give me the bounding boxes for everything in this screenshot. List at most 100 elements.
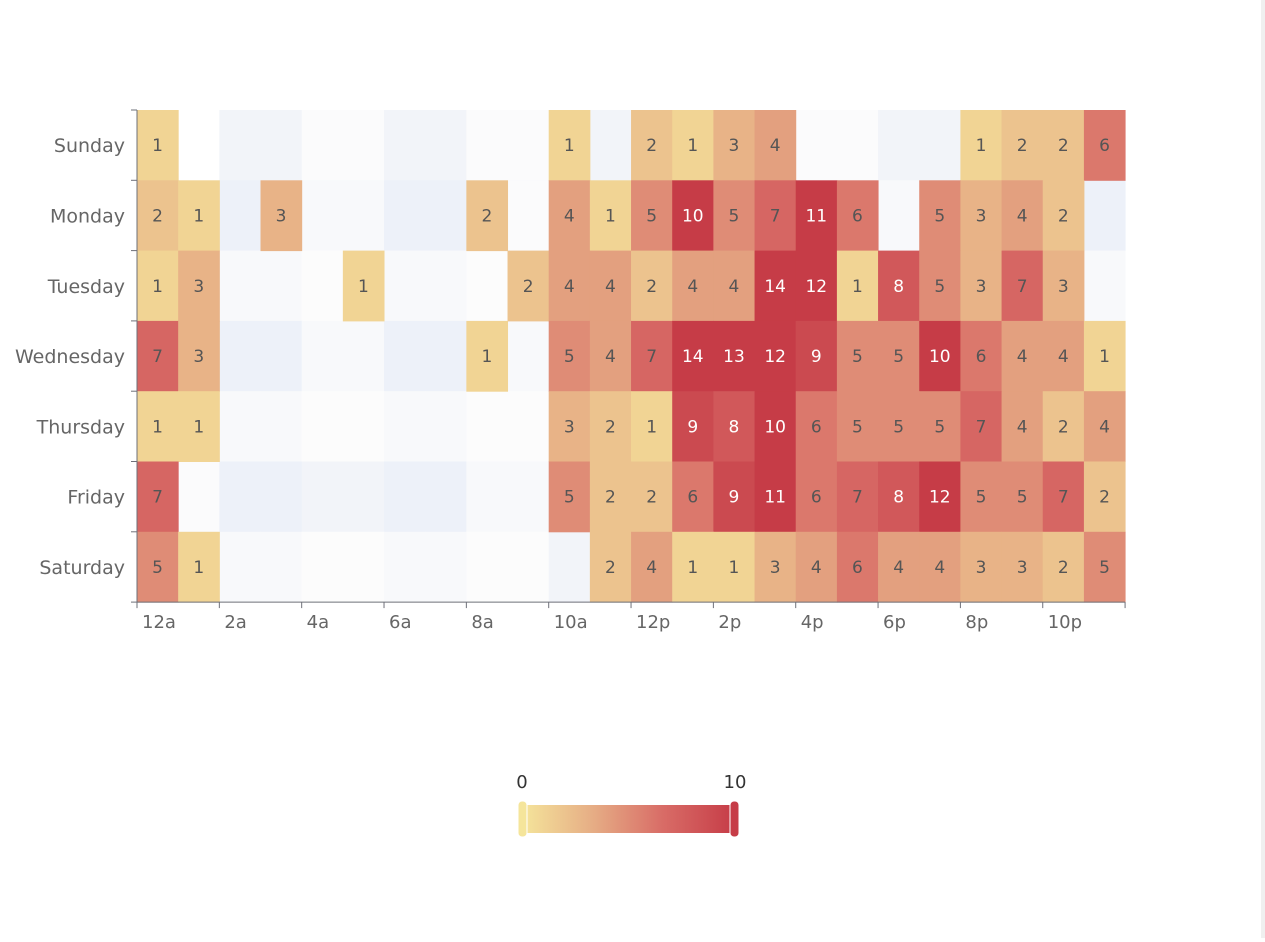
heatmap-cell[interactable]	[1042, 461, 1085, 533]
heatmap-cell[interactable]	[919, 391, 961, 462]
heatmap-cell[interactable]	[836, 391, 879, 462]
heatmap-cell[interactable]	[919, 320, 961, 392]
heatmap-cell[interactable]	[178, 531, 220, 603]
heatmap-cell[interactable]	[507, 250, 550, 322]
heatmap-cell[interactable]	[836, 250, 879, 322]
heatmap-cell[interactable]	[919, 250, 961, 322]
heatmap-cell[interactable]	[548, 461, 591, 533]
heatmap-cell[interactable]	[589, 320, 632, 392]
heatmap-cell[interactable]	[672, 531, 714, 603]
heatmap-cell[interactable]	[548, 250, 591, 322]
heatmap-cell[interactable]	[960, 391, 1003, 462]
heatmap-cell[interactable]	[960, 461, 1003, 533]
heatmap-cell[interactable]	[672, 320, 714, 392]
heatmap-cell[interactable]	[795, 250, 838, 322]
heatmap-cell[interactable]	[1001, 461, 1044, 533]
heatmap-cell[interactable]	[1042, 391, 1085, 462]
heatmap-cell[interactable]	[631, 250, 673, 322]
heatmap-cell[interactable]	[1001, 250, 1044, 322]
heatmap-cell[interactable]	[631, 180, 673, 252]
heatmap-cell[interactable]	[754, 110, 797, 181]
heatmap-cell[interactable]	[713, 110, 756, 181]
heatmap-cell[interactable]	[836, 180, 879, 252]
heatmap-cell[interactable]	[1083, 461, 1126, 533]
heatmap-cell[interactable]	[672, 250, 714, 322]
heatmap-cell[interactable]	[713, 250, 756, 322]
heatmap-cell[interactable]	[631, 391, 673, 462]
heatmap-cell[interactable]	[754, 391, 797, 462]
heatmap-cell[interactable]	[137, 180, 179, 252]
heatmap-cell[interactable]	[960, 531, 1003, 603]
heatmap-cell[interactable]	[672, 110, 714, 181]
heatmap-cell[interactable]	[137, 250, 179, 322]
heatmap-cell[interactable]	[548, 391, 591, 462]
heatmap-cell[interactable]	[137, 531, 179, 603]
heatmap-cell[interactable]	[672, 391, 714, 462]
heatmap-cell[interactable]	[795, 180, 838, 252]
heatmap-cell[interactable]	[960, 250, 1003, 322]
heatmap-cell[interactable]	[137, 320, 179, 392]
heatmap-cell[interactable]	[548, 320, 591, 392]
heatmap-cell[interactable]	[631, 110, 673, 181]
heatmap-cell[interactable]	[631, 320, 673, 392]
visual-map-max-handle[interactable]	[729, 800, 740, 838]
heatmap-cell[interactable]	[548, 110, 591, 181]
visual-map-min-handle[interactable]	[517, 800, 528, 838]
heatmap-cell[interactable]	[1083, 110, 1126, 181]
heatmap-cell[interactable]	[1001, 110, 1044, 181]
heatmap-cell[interactable]	[137, 461, 179, 533]
heatmap-cell[interactable]	[754, 531, 797, 603]
heatmap-cell[interactable]	[713, 461, 756, 533]
heatmap-cell[interactable]	[713, 180, 756, 252]
heatmap-cell[interactable]	[178, 391, 220, 462]
heatmap-cell[interactable]	[1083, 531, 1126, 603]
heatmap-cell[interactable]	[178, 180, 220, 252]
heatmap-cell[interactable]	[1042, 250, 1085, 322]
heatmap-cell[interactable]	[466, 320, 509, 392]
heatmap-cell[interactable]	[589, 180, 632, 252]
heatmap-cell[interactable]	[631, 531, 673, 603]
heatmap-cell[interactable]	[795, 320, 838, 392]
heatmap-cell[interactable]	[919, 531, 961, 603]
heatmap-cell[interactable]	[878, 320, 920, 392]
heatmap-cell[interactable]	[795, 531, 838, 603]
heatmap-cell[interactable]	[878, 250, 920, 322]
heatmap-cell[interactable]	[919, 461, 961, 533]
heatmap-cell[interactable]	[137, 110, 179, 181]
heatmap-cell[interactable]	[836, 320, 879, 392]
heatmap-cell[interactable]	[1001, 180, 1044, 252]
heatmap-cell[interactable]	[713, 320, 756, 392]
heatmap-cell[interactable]	[1083, 391, 1126, 462]
heatmap-cell[interactable]	[960, 110, 1003, 181]
heatmap-cell[interactable]	[1001, 320, 1044, 392]
heatmap-cell[interactable]	[1042, 320, 1085, 392]
heatmap-cell[interactable]	[342, 250, 385, 322]
heatmap-cell[interactable]	[754, 250, 797, 322]
heatmap-cell[interactable]	[960, 180, 1003, 252]
heatmap-cell[interactable]	[178, 250, 220, 322]
heatmap-cell[interactable]	[795, 461, 838, 533]
heatmap-cell[interactable]	[589, 461, 632, 533]
heatmap-cell[interactable]	[878, 391, 920, 462]
heatmap-cell[interactable]	[589, 250, 632, 322]
heatmap-cell[interactable]	[672, 461, 714, 533]
heatmap-cell[interactable]	[1001, 391, 1044, 462]
heatmap-cell[interactable]	[960, 320, 1003, 392]
heatmap-cell[interactable]	[1042, 180, 1085, 252]
heatmap-cell[interactable]	[754, 461, 797, 533]
heatmap-cell[interactable]	[1083, 320, 1126, 392]
heatmap-cell[interactable]	[1001, 531, 1044, 603]
heatmap-cell[interactable]	[178, 320, 220, 392]
heatmap-cell[interactable]	[137, 391, 179, 462]
heatmap-cell[interactable]	[836, 531, 879, 603]
heatmap-cell[interactable]	[836, 461, 879, 533]
heatmap-cell[interactable]	[754, 180, 797, 252]
heatmap-cell[interactable]	[713, 391, 756, 462]
heatmap-cell[interactable]	[672, 180, 714, 252]
page-scrollbar[interactable]	[1261, 0, 1265, 938]
heatmap-cell[interactable]	[631, 461, 673, 533]
heatmap-cell[interactable]	[548, 180, 591, 252]
heatmap-cell[interactable]	[466, 180, 509, 252]
heatmap-cell[interactable]	[754, 320, 797, 392]
heatmap-cell[interactable]	[713, 531, 756, 603]
